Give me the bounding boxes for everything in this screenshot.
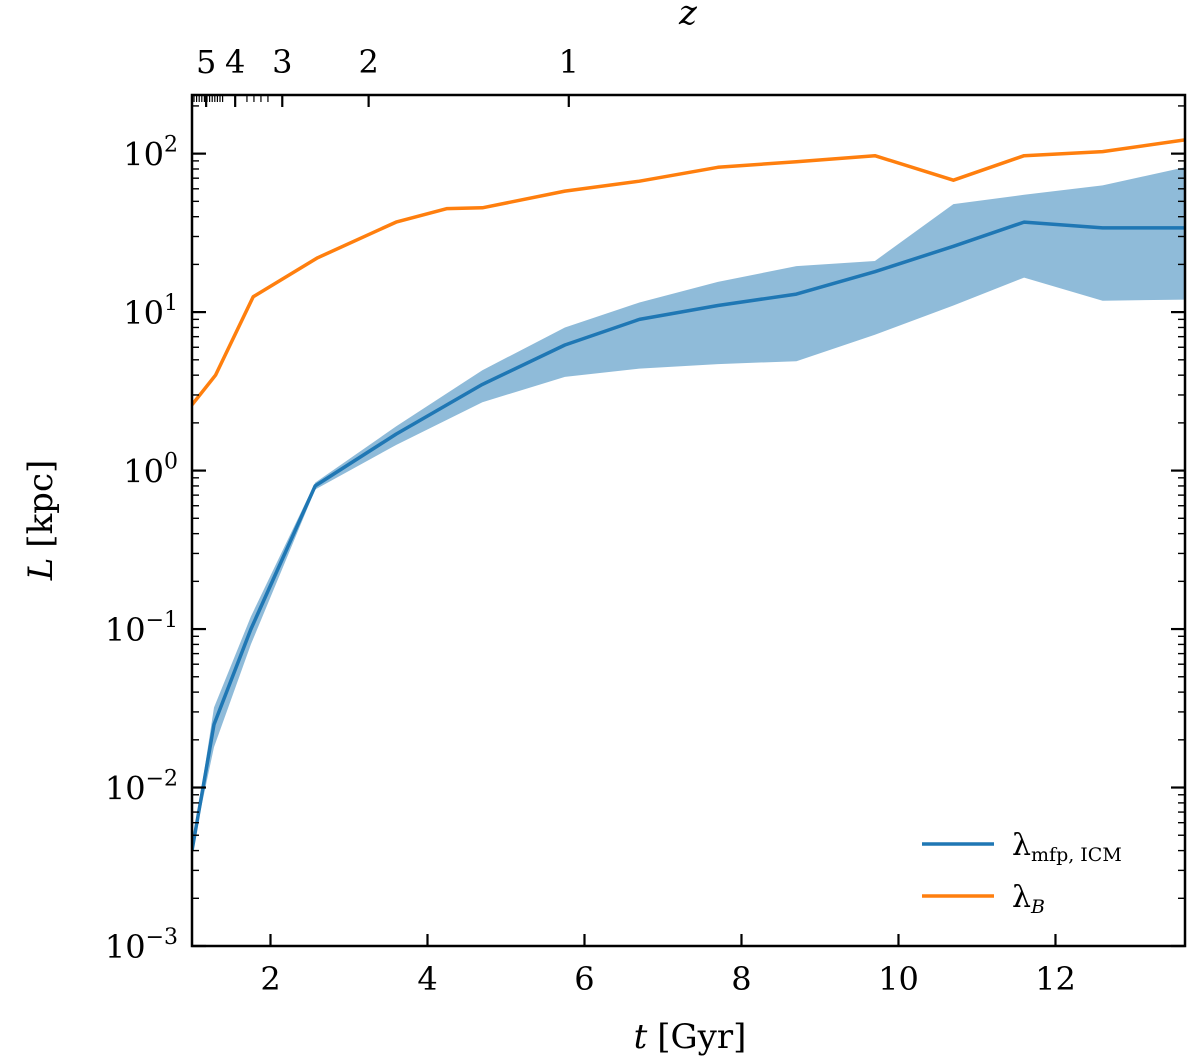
legend: λmfp, ICM λB [922,828,1122,918]
y-tick-label: 10−1 [105,608,178,649]
legend-label-mfp-icm: λmfp, ICM [1012,828,1122,866]
x-tick-label: 6 [574,960,594,998]
legend-label-lambda-b: λB [1012,880,1045,918]
top-tick-label: 1 [559,43,579,81]
x-tick-label: 4 [417,960,437,998]
top-tick-label: 4 [225,43,245,81]
y-axis-label: L[kpc] [21,460,61,582]
top-tick-label: 5 [196,43,216,81]
top-axis-label: z [678,0,698,33]
x-tick-label: 2 [260,960,280,998]
mfp-uncertainty-band [192,167,1185,851]
x-tick-label: 8 [731,960,751,998]
plot-frame [190,93,1187,948]
y-tick-label: 101 [123,291,178,332]
y-tick-label: 10−2 [105,767,178,808]
lambda-b-line [192,138,1185,406]
x-tick-label: 10 [878,960,919,998]
y-tick-label: 102 [123,133,178,174]
mfp-icm-line [192,220,1185,851]
x-tick-labels: 2 4 6 8 10 12 [260,960,1076,998]
x-tick-label: 12 [1035,960,1076,998]
x-axis-label: t [Gyr] [634,1017,747,1057]
y-tick-label: 100 [123,450,178,491]
top-tick-label: 2 [358,43,378,81]
y-tick-labels: 10−3 10−2 10−1 100 101 102 [105,133,178,966]
y-tick-label: 10−3 [105,925,178,966]
top-tick-label: 3 [272,43,292,81]
plot-area [192,138,1185,851]
